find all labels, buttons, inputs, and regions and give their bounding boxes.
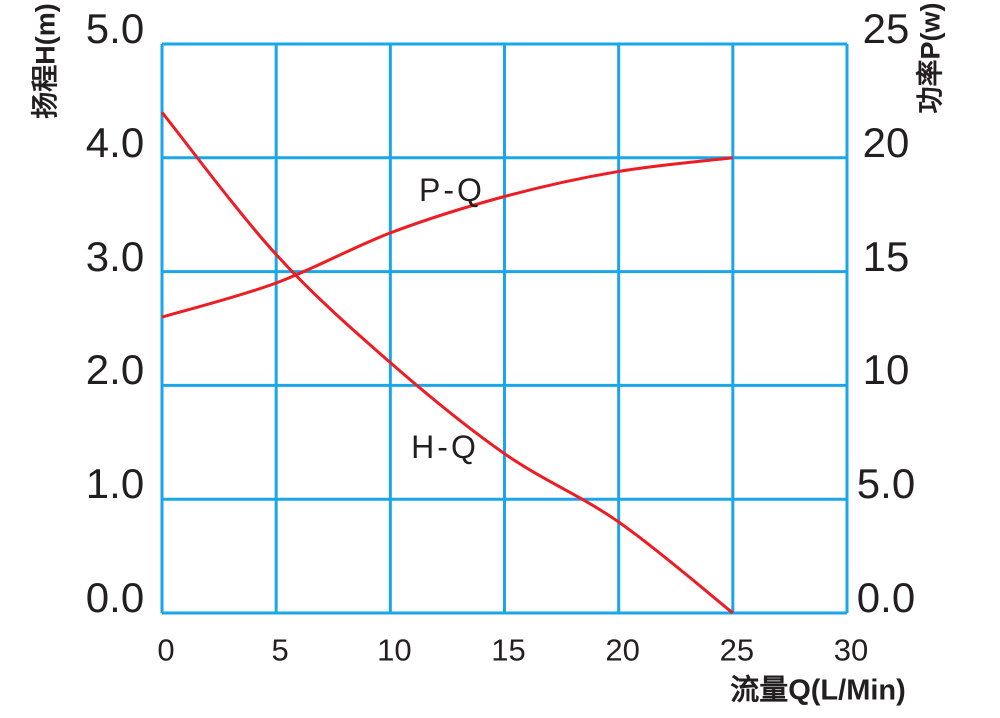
y-right-tick-label: 20: [862, 118, 910, 166]
x-axis-tick-label: 20: [605, 632, 640, 668]
y-left-tick-label: 4.0: [85, 118, 145, 166]
x-axis-tick-label: 15: [491, 632, 526, 668]
curve-label-p-q: P-Q: [419, 172, 485, 208]
y-left-tick-label: 5.0: [85, 5, 145, 52]
y-right-tick-label: 25: [862, 5, 910, 52]
x-axis-tick-label: 25: [719, 632, 755, 668]
x-axis-tick-label: 30: [833, 632, 869, 668]
x-axis-tick-label: 10: [377, 632, 412, 668]
curve-h-q: [160, 111, 734, 615]
y-right-axis-title: 功率P(w): [915, 2, 946, 114]
y-right-tick-label: 10: [862, 346, 910, 394]
y-right-tick-label: 15: [862, 232, 910, 280]
x-axis-tick-label: 0: [157, 632, 175, 668]
y-left-tick-label: 2.0: [85, 346, 145, 394]
curve-label-h-q: H-Q: [411, 429, 479, 465]
y-right-tick-label: 5.0: [856, 460, 916, 508]
y-left-axis-title: 扬程H(m): [30, 3, 61, 119]
y-left-tick-label: 1.0: [85, 460, 145, 508]
y-left-tick-label: 0.0: [85, 574, 145, 621]
y-left-tick-label: 3.0: [85, 232, 145, 280]
y-right-tick-label: 0.0: [856, 574, 916, 621]
x-axis-title: 流量Q(L/Min): [730, 674, 906, 707]
curve-p-q: [161, 156, 734, 319]
x-axis-tick-label: 5: [271, 632, 289, 668]
